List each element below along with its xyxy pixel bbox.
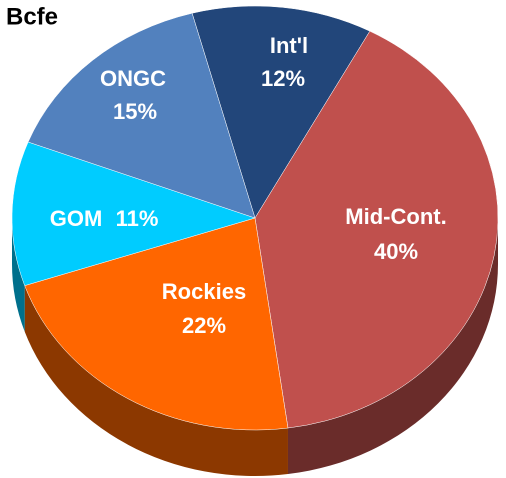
slice-value-label: 11% — [116, 206, 159, 231]
slice-label: Mid-Cont. — [345, 204, 446, 229]
pie-side — [12, 218, 25, 332]
pie-slice — [191, 5, 371, 219]
pie-slice — [27, 12, 256, 219]
slice-value-label: 22% — [182, 313, 226, 338]
slice-value-label: 40% — [374, 239, 418, 264]
pie-side — [24, 285, 288, 476]
slice-label: GOM — [50, 206, 103, 231]
pie-slice — [24, 217, 289, 431]
slice-value-label: 12% — [261, 66, 305, 91]
pie-slice — [254, 30, 499, 429]
slice-label: Int'l — [270, 33, 308, 58]
pie-side — [287, 218, 498, 475]
chart-title: Bcfe — [6, 3, 58, 30]
pie-slice — [11, 141, 256, 286]
slice-label: Rockies — [162, 279, 246, 304]
slice-value-label: 15% — [113, 99, 157, 124]
slice-label: ONGC — [100, 66, 166, 91]
